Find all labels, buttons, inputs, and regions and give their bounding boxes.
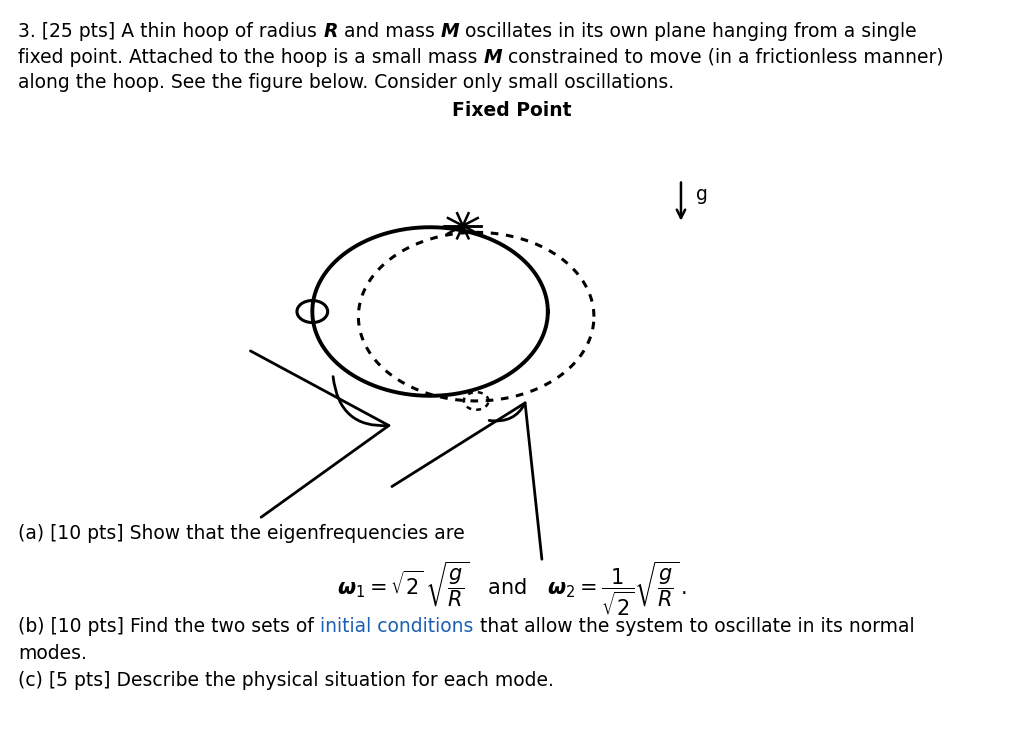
- Text: M: M: [483, 48, 503, 67]
- Text: oscillates in its own plane hanging from a single: oscillates in its own plane hanging from…: [460, 22, 916, 41]
- Text: along the hoop. See the figure below. Consider only small oscillations.: along the hoop. See the figure below. Co…: [18, 73, 675, 92]
- Text: R: R: [324, 22, 338, 41]
- FancyArrowPatch shape: [251, 351, 389, 517]
- Text: Fixed Point: Fixed Point: [453, 101, 571, 120]
- FancyArrowPatch shape: [392, 403, 542, 559]
- Text: g: g: [696, 185, 709, 204]
- Text: (c) [5 pts] Describe the physical situation for each mode.: (c) [5 pts] Describe the physical situat…: [18, 671, 554, 690]
- Text: fixed point. Attached to the hoop is a small mass: fixed point. Attached to the hoop is a s…: [18, 48, 483, 67]
- Text: (a) [10 pts] Show that the eigenfrequencies are: (a) [10 pts] Show that the eigenfrequenc…: [18, 524, 465, 543]
- Text: that allow the system to oscillate in its normal: that allow the system to oscillate in it…: [473, 617, 914, 636]
- Text: 3. [25 pts] A thin hoop of radius: 3. [25 pts] A thin hoop of radius: [18, 22, 324, 41]
- Text: $\boldsymbol{\omega}_1 = \sqrt{2}\,\sqrt{\dfrac{g}{R}}$$\quad\mathrm{and}\quad$$: $\boldsymbol{\omega}_1 = \sqrt{2}\,\sqrt…: [337, 559, 687, 618]
- Text: constrained to move (in a frictionless manner): constrained to move (in a frictionless m…: [503, 48, 944, 67]
- Text: (b) [10 pts] Find the two sets of: (b) [10 pts] Find the two sets of: [18, 617, 321, 636]
- Text: and mass: and mass: [338, 22, 440, 41]
- Text: initial conditions: initial conditions: [321, 617, 473, 636]
- Text: modes.: modes.: [18, 644, 87, 663]
- Text: M: M: [440, 22, 460, 41]
